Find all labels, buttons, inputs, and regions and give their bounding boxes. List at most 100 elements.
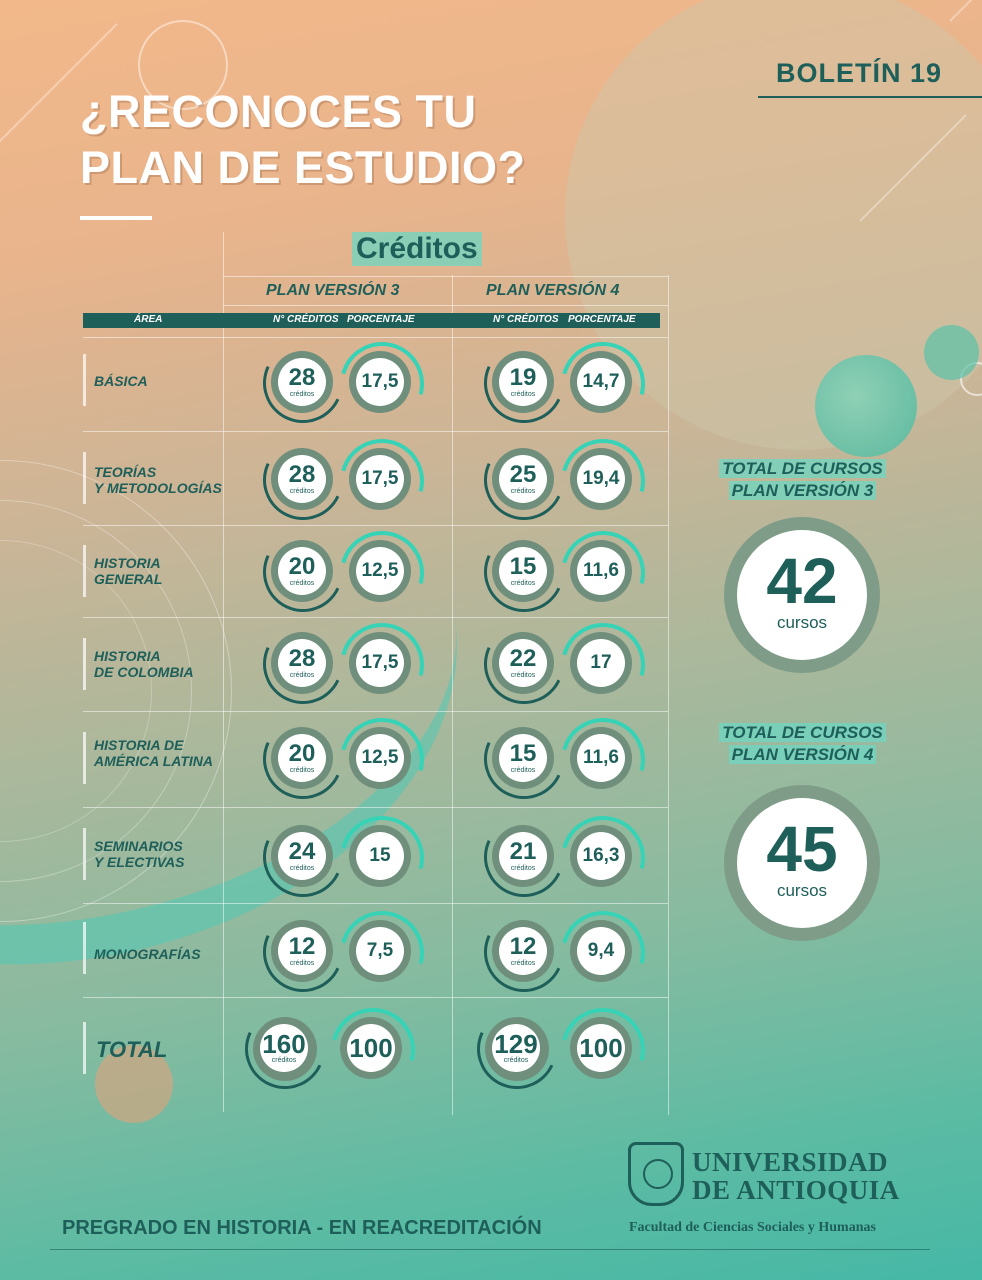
percentage-value: 14,7 [582,371,620,392]
badge-inner: 17,5 [356,639,404,687]
credits-value: 15 [509,740,537,767]
column-header-credits: N° CRÉDITOS [493,314,559,325]
grid-line [223,305,668,306]
row-accent-bar [83,638,86,690]
university-crest-logo [628,1142,684,1206]
percentage-value: 9,4 [587,940,615,961]
page-title: ¿RECONOCES TU PLAN DE ESTUDIO? [80,84,526,196]
total-courses-v3-badge: 42 cursos [724,517,880,673]
title-underline [80,216,152,220]
total-courses-value: 45 [766,813,838,885]
badge-inner: 160 créditos [260,1024,308,1072]
grid-line [223,276,668,277]
credits-value: 28 [288,461,316,488]
faculty-name: Facultad de Ciencias Sociales y Humanas [629,1220,876,1235]
badge-inner: 14,7 [577,358,625,406]
grid-line [83,337,668,338]
total-title-line-1: TOTAL DE CURSOS [719,459,886,478]
badge-inner: 129 créditos [492,1024,540,1072]
row-accent-bar [83,452,86,504]
total-label: TOTAL [96,1037,168,1062]
credits-value: 15 [509,553,537,580]
credits-badge: 12 créditos [472,900,576,1004]
badge-inner: 11,6 [577,547,625,595]
area-label: MONOGRAFÍAS [94,946,201,962]
badge-inner: 42 cursos [737,530,867,660]
badge-inner: 28 créditos [278,639,326,687]
program-label: PREGRADO EN HISTORIA - EN REACREDITACIÓN [62,1217,542,1239]
credits-unit: créditos [503,1057,529,1064]
credits-value: 160 [262,1029,306,1059]
plan-3-heading: PLAN VERSIÓN 3 [266,282,400,299]
badge-inner: 12,5 [356,734,404,782]
area-label-line-2: GENERAL [94,571,163,587]
grid-line [83,997,668,998]
grid-line [83,711,668,712]
percentage-value: 17,5 [361,371,399,392]
credits-badge: 12 créditos [251,900,355,1004]
credits-unit: créditos [510,865,536,872]
badge-inner: 9,4 [577,927,625,975]
row-accent-bar [83,922,86,974]
row-accent-bar [83,732,86,784]
credits-value: 20 [288,740,316,767]
credits-badge: 15 créditos [472,520,576,624]
badge-inner: 16,3 [577,832,625,880]
credits-badge: 22 créditos [472,612,576,716]
percentage-value: 12,5 [361,560,399,581]
row-accent-bar [83,545,86,597]
grid-line [223,232,224,1112]
total-title-line-1: TOTAL DE CURSOS [719,723,886,742]
percentage-badge: 9,4 [545,895,661,1011]
credits-value: 25 [509,461,537,488]
total-courses-unit: cursos [776,881,828,900]
credits-badge: 28 créditos [251,331,355,435]
area-label-line-1: HISTORIA DE [94,737,184,753]
footer-divider [50,1249,930,1250]
grid-line [83,525,668,526]
percentage-value: 15 [369,845,391,866]
percentage-value: 7,5 [366,940,394,961]
badge-inner: 19 créditos [499,358,547,406]
decorative-circle [565,0,982,450]
percentage-value: 17,5 [361,652,399,673]
percentage-value: 100 [349,1033,393,1063]
credits-badge: 15 créditos [472,707,576,811]
area-label-line-1: BÁSICA [94,373,148,389]
section-title: Créditos [352,232,482,266]
area-label-line-1: HISTORIA [94,555,161,571]
badge-inner: 12,5 [356,547,404,595]
credits-unit: créditos [510,960,536,967]
badge-inner: 17,5 [356,455,404,503]
percentage-value: 17,5 [361,468,399,489]
total-title-line-2: PLAN VERSIÓN 3 [728,481,877,500]
grid-line [668,275,669,1115]
badge-inner: 7,5 [356,927,404,975]
credits-unit: créditos [289,767,315,774]
area-label: SEMINARIOS Y ELECTIVAS [94,838,185,870]
badge-inner: 21 créditos [499,832,547,880]
decorative-dot [95,1045,173,1123]
badge-inner: 28 créditos [278,455,326,503]
credits-unit: créditos [289,580,315,587]
total-courses-v4-badge: 45 cursos [724,785,880,941]
total-courses-v3-title: TOTAL DE CURSOS PLAN VERSIÓN 3 [700,458,905,502]
badge-inner: 100 [347,1024,395,1072]
badge-inner: 45 cursos [737,798,867,928]
percentage-badge: 7,5 [324,895,440,1011]
credits-value: 28 [288,645,316,672]
bulletin-label: BOLETÍN 19 [775,58,942,88]
credits-unit: créditos [289,391,315,398]
plan-4-heading: PLAN VERSIÓN 4 [486,282,620,299]
percentage-badge: 12,5 [324,702,440,818]
badge-inner: 12 créditos [499,927,547,975]
credits-unit: créditos [510,488,536,495]
percentage-value: 16,3 [582,845,620,866]
university-name: UNIVERSIDAD DE ANTIOQUIA [692,1148,900,1204]
university-name-line-1: UNIVERSIDAD [692,1147,889,1177]
area-label: BÁSICA [94,373,148,389]
grid-line [83,617,668,618]
column-header-percentage: PORCENTAJE [568,314,636,325]
credits-value: 24 [288,838,316,865]
percentage-badge: 17,5 [324,423,440,539]
